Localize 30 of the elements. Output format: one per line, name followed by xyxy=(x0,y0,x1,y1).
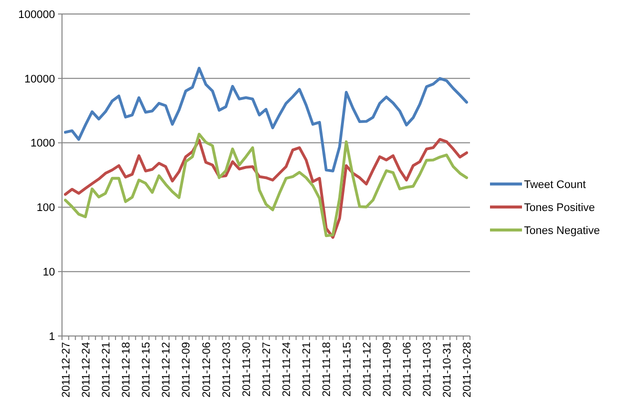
x-tick-label: 2011-11-27 xyxy=(261,342,273,397)
x-tick-label: 2011-12-24 xyxy=(80,342,92,398)
x-tick-label: 2011-12-18 xyxy=(120,342,133,398)
y-tick-label: 1 xyxy=(48,330,55,343)
legend-label: Tweet Count xyxy=(524,178,586,191)
x-tick-label: 2011-12-06 xyxy=(200,342,213,398)
x-tick-label: 2011-11-30 xyxy=(240,342,253,397)
y-tick-label: 100000 xyxy=(18,8,55,21)
x-tick-label: 2011-12-27 xyxy=(60,342,72,398)
y-tick-label: 10000 xyxy=(24,73,55,86)
legend-label: Tones Positive xyxy=(524,202,595,214)
x-tick-label: 2011-11-09 xyxy=(381,342,394,397)
x-tick-label: 2011-11-15 xyxy=(341,342,354,397)
x-tick-label: 2011-11-18 xyxy=(321,342,334,397)
legend-label: Tones Negative xyxy=(524,224,600,237)
x-tick-label: 2011-12-15 xyxy=(140,342,153,398)
x-tick-label: 2011-11-06 xyxy=(401,342,414,397)
y-tick-label: 1000 xyxy=(30,138,55,150)
x-tick-label: 2011-12-09 xyxy=(180,342,193,398)
y-tick-label: 10 xyxy=(42,266,55,278)
x-tick-label: 2011-10-31 xyxy=(442,342,454,398)
x-tick-label: 2011-11-24 xyxy=(281,342,294,397)
x-tick-label: 2011-11-12 xyxy=(361,342,374,397)
x-tick-label: 2011-11-03 xyxy=(422,342,434,397)
x-tick-label: 2011-12-21 xyxy=(100,342,112,398)
x-tick-label: 2011-12-03 xyxy=(220,342,233,398)
x-tick-label: 2011-10-28 xyxy=(462,342,474,398)
y-tick-label: 100 xyxy=(36,202,55,214)
x-tick-label: 2011-11-21 xyxy=(301,342,314,397)
x-tick-label: 2011-12-12 xyxy=(160,342,173,398)
